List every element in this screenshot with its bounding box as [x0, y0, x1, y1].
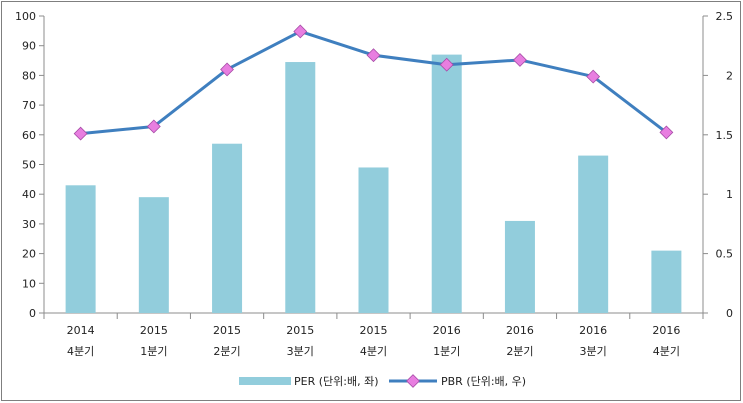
pbr-series-line — [80, 29, 668, 136]
x-axis-labels: 2014 4분기 2015 1분기 2015 2분기 2015 3분기 2015 4분기 2016 1… — [67, 324, 681, 358]
x-tick-label-quarter: 2분기 — [506, 345, 533, 358]
pbr-point — [220, 62, 234, 77]
x-tick-label-quarter: 4분기 — [653, 345, 680, 358]
x-tick-label-quarter: 3분기 — [580, 345, 607, 358]
legend-per-label: PER (단위:배, 좌) — [294, 375, 379, 388]
pbr-point — [513, 53, 527, 67]
y-left-tick-label: 40 — [22, 188, 36, 201]
legend-pbr-label: PBR (단위:배, 우) — [441, 375, 526, 388]
y-right-tick-label: 0 — [726, 307, 733, 320]
per-bar — [651, 250, 682, 313]
y-left-tick-label: 80 — [22, 69, 36, 82]
x-tick-label-quarter: 3분기 — [287, 345, 314, 358]
legend-pbr-marker — [406, 374, 420, 388]
legend-per-swatch — [239, 377, 291, 385]
x-tick-label-year: 2016 — [652, 324, 680, 337]
y-left-tick-label: 0 — [29, 307, 36, 320]
per-bar — [138, 197, 169, 313]
pbr-point — [659, 125, 674, 140]
x-tick-label-year: 2014 — [67, 324, 95, 337]
x-tick-label-year: 2015 — [286, 324, 314, 337]
legend: PER (단위:배, 좌) PBR (단위:배, 우) — [239, 374, 526, 388]
pbr-line — [73, 24, 674, 141]
per-bar — [578, 155, 609, 313]
pbr-point — [293, 24, 308, 39]
x-tick-label-quarter: 1분기 — [433, 345, 460, 358]
y-left-tick-label: 60 — [22, 129, 36, 142]
y-left-tick-label: 30 — [22, 218, 36, 231]
per-bar — [431, 54, 462, 314]
y-left-tick-label: 90 — [22, 40, 36, 53]
pbr-point — [73, 126, 88, 141]
x-tick-label-quarter: 4분기 — [67, 345, 94, 358]
y-right-tick-label: 1 — [726, 188, 733, 201]
y-left-tick-label: 100 — [15, 10, 36, 23]
per-bars — [65, 54, 682, 314]
pbr-point — [366, 48, 381, 63]
y-left-tick-label: 10 — [22, 277, 36, 290]
y-right-tick-label: 0.5 — [716, 248, 734, 261]
pbr-point — [146, 119, 161, 134]
per-bar — [65, 185, 96, 313]
y-right-tick-label: 2 — [726, 69, 733, 82]
x-tick-label-year: 2016 — [579, 324, 607, 337]
x-tick-label-quarter: 2분기 — [213, 345, 240, 358]
per-bar — [212, 143, 243, 313]
y-left-tick-label: 50 — [22, 159, 36, 172]
per-bar — [358, 167, 389, 313]
x-tick-label-year: 2016 — [506, 324, 534, 337]
pbr-point — [586, 69, 601, 84]
y-right-tick-label: 2.5 — [716, 10, 734, 23]
y-right-tick-label: 1.5 — [716, 129, 734, 142]
x-tick-label-quarter: 4분기 — [360, 345, 387, 358]
x-tick-label-quarter: 1분기 — [140, 345, 167, 358]
x-tick-label-year: 2015 — [140, 324, 168, 337]
x-tick-label-year: 2015 — [213, 324, 241, 337]
x-tick-label-year: 2016 — [433, 324, 461, 337]
axes: 0 10 20 30 40 50 60 70 80 90 100 0 0.5 1 1.5 2 2.5 — [15, 10, 733, 320]
y-left-tick-label: 70 — [22, 99, 36, 112]
y-left-tick-label: 20 — [22, 248, 36, 261]
pbr-point — [439, 57, 454, 72]
per-bar — [504, 220, 535, 313]
per-bar — [285, 62, 316, 313]
x-tick-label-year: 2015 — [360, 324, 388, 337]
